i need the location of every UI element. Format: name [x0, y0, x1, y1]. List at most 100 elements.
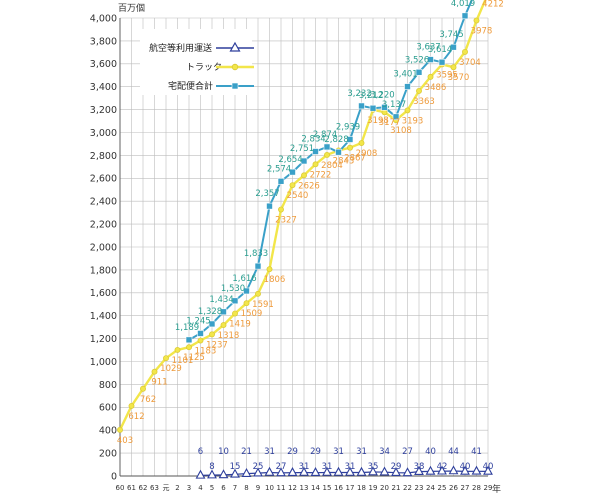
data-point-total	[312, 148, 319, 155]
data-point-total	[197, 330, 204, 337]
x-tick-label: 27	[461, 484, 470, 492]
y-tick-label: 1,200	[90, 334, 117, 345]
x-tick-label: 23	[415, 484, 424, 492]
y-tick-label: 3,600	[90, 59, 117, 70]
x-tick-label: 4	[198, 484, 203, 492]
data-point-total	[415, 68, 423, 76]
x-tick-label: 18	[357, 484, 366, 492]
y-tick-label: 3,800	[90, 36, 117, 47]
data-label-air: 29	[310, 447, 321, 457]
data-label-air: 35	[368, 462, 379, 472]
data-point-truck	[163, 355, 169, 362]
data-point-total	[266, 202, 273, 210]
data-label-total: 1,616	[232, 274, 256, 284]
x-axis-unit-label: 年	[492, 483, 501, 495]
y-tick-label: 2,200	[90, 220, 117, 231]
data-label-total: 3,614	[428, 45, 452, 55]
data-point-air	[322, 466, 332, 476]
data-label-truck: 3198	[367, 116, 389, 126]
legend-label-total: 宅配便合計	[168, 80, 213, 92]
data-point-air	[276, 467, 286, 477]
data-point-total	[369, 104, 377, 112]
data-label-total: 4,019	[451, 0, 475, 9]
data-label-total: 2,751	[290, 144, 314, 154]
data-label-truck: 1509	[241, 309, 263, 319]
data-point-air	[356, 466, 367, 476]
data-label-air: 27	[276, 462, 287, 472]
data-label-truck: 1591	[252, 300, 274, 310]
data-point-total	[231, 297, 239, 305]
data-point-truck	[197, 337, 204, 344]
y-tick-label: 3,400	[90, 82, 117, 93]
data-label-air: 44	[448, 447, 459, 457]
x-tick-label: 20	[380, 484, 389, 492]
data-point-truck	[473, 17, 480, 24]
data-label-total: 2,357	[255, 189, 279, 199]
data-label-truck: 3570	[448, 73, 470, 83]
data-point-truck	[404, 107, 411, 114]
data-point-air	[310, 467, 321, 477]
x-tick-label: 19	[369, 484, 378, 492]
data-point-total	[208, 320, 216, 328]
y-tick-label: 1,600	[90, 288, 117, 299]
x-tick-label: 29	[484, 484, 493, 492]
data-point-air	[471, 465, 482, 475]
data-point-truck	[289, 182, 296, 189]
data-label-truck: 3978	[471, 27, 493, 37]
y-tick-label: 600	[99, 403, 117, 414]
data-point-air	[230, 468, 240, 478]
data-point-total	[438, 58, 446, 66]
data-point-total	[381, 104, 388, 111]
y-tick-label: 1,400	[90, 311, 117, 322]
data-label-total: 2,828	[324, 135, 348, 145]
y-tick-label: 1,000	[90, 357, 117, 368]
data-label-air: 15	[230, 462, 241, 472]
data-label-truck: 3193	[402, 116, 424, 126]
x-tick-label: 61	[127, 484, 136, 492]
x-tick-label: 12	[288, 484, 297, 492]
data-point-truck	[416, 87, 422, 94]
data-point-truck	[266, 266, 273, 273]
data-point-total	[335, 148, 342, 156]
data-label-total: 1,328	[198, 307, 222, 317]
data-label-truck: 1806	[264, 275, 286, 285]
data-label-truck: 2327	[275, 216, 297, 226]
data-point-air	[253, 467, 263, 477]
data-point-truck	[117, 426, 123, 433]
data-label-total: 3,232	[347, 89, 371, 99]
data-point-total	[346, 136, 354, 143]
data-label-truck: 1101	[172, 356, 194, 366]
x-tick-label: 17	[346, 484, 355, 492]
data-label-air: 25	[253, 462, 264, 472]
data-label-total: 2,574	[267, 164, 291, 174]
x-tick-label: 元	[163, 484, 170, 492]
y-tick-label: 400	[99, 426, 117, 437]
data-label-air: 31	[356, 447, 367, 457]
x-tick-label: 60	[116, 484, 125, 492]
y-tick-label: 4,000	[90, 13, 117, 24]
data-point-air	[437, 465, 447, 475]
x-tick-label: 7	[233, 484, 237, 492]
data-point-truck	[140, 385, 146, 392]
data-point-truck	[301, 172, 307, 179]
data-point-air	[402, 467, 413, 477]
data-label-total: 3,745	[439, 30, 463, 40]
data-label-truck: 3363	[413, 97, 435, 107]
data-point-total	[300, 157, 308, 165]
legend-label-air: 航空等利用運送	[149, 42, 212, 54]
data-label-air: 6	[198, 447, 203, 457]
x-tick-label: 10	[265, 484, 274, 492]
data-point-total	[254, 262, 262, 270]
data-label-air: 42	[437, 462, 448, 472]
data-point-truck	[128, 402, 135, 409]
data-label-truck: 2908	[356, 149, 378, 159]
data-label-total: 1,245	[186, 316, 210, 326]
data-point-total	[392, 113, 400, 121]
data-label-air: 38	[414, 462, 425, 472]
data-point-air	[195, 469, 206, 479]
y-tick-label: 3,000	[90, 128, 117, 139]
data-point-total	[277, 177, 285, 185]
data-point-total	[185, 336, 193, 344]
y-tick-label: 1,800	[90, 265, 117, 276]
